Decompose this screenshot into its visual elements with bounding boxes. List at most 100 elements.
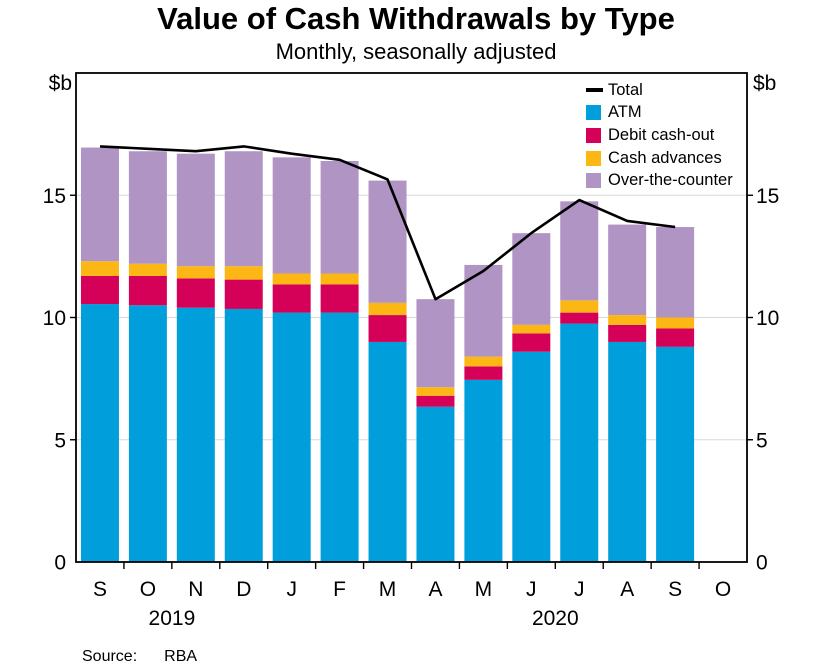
bar-O-1 <box>128 151 167 562</box>
total-line <box>99 145 676 301</box>
bar-N-2 <box>176 153 215 562</box>
legend-item-total: Total <box>586 79 733 102</box>
legend-item-over-the-counter: Over-the-counter <box>586 169 733 192</box>
bar-segment-over-the-counter <box>512 233 551 325</box>
bar-segment-debit-cash-out <box>176 278 215 308</box>
bar-segment-debit-cash-out <box>128 275 167 306</box>
y-label-right-0: 0 <box>756 552 768 575</box>
bar-segment-over-the-counter <box>464 264 503 357</box>
bar-segment-over-the-counter <box>368 180 407 303</box>
bar-segment-atm <box>560 323 599 562</box>
cash-advances-swatch <box>586 150 601 166</box>
total-line-swatch <box>586 88 603 93</box>
x-label-2: N <box>188 578 203 601</box>
x-label-9: J <box>526 578 537 601</box>
bar-segment-atm <box>608 341 647 562</box>
y-axis-unit-right: $b <box>753 72 777 95</box>
bar-F-5 <box>320 161 359 562</box>
bar-J-4 <box>272 157 311 562</box>
bar-segment-atm <box>272 312 311 562</box>
year-label-2020: 2020 <box>532 607 579 630</box>
bar-segment-debit-cash-out <box>608 324 647 342</box>
bar-segment-debit-cash-out <box>368 315 407 342</box>
gridlines <box>76 194 747 441</box>
debit-cash-out-swatch <box>586 127 601 143</box>
bar-segment-cash-advances <box>272 273 311 285</box>
atm-swatch <box>586 105 601 121</box>
bar-segment-cash-advances <box>416 387 455 396</box>
y-label-right-15: 15 <box>756 185 779 208</box>
bar-segment-cash-advances <box>128 263 167 276</box>
y-label-left-5: 5 <box>54 429 66 452</box>
bar-segment-cash-advances <box>224 266 263 280</box>
legend-label: Debit cash-out <box>608 125 715 144</box>
bar-segment-atm <box>80 304 119 562</box>
bar-segment-cash-advances <box>176 266 215 279</box>
bar-segment-over-the-counter <box>272 157 311 274</box>
y-label-right-10: 10 <box>756 307 779 330</box>
bar-M-8 <box>464 264 503 562</box>
legend-item-atm: ATM <box>586 102 733 125</box>
bar-segment-cash-advances <box>368 302 407 316</box>
bar-segment-over-the-counter <box>320 161 359 274</box>
legend: Total ATM Debit cash-out Cash advances O… <box>586 79 733 192</box>
x-label-1: O <box>140 578 156 601</box>
x-label-12: S <box>668 578 682 601</box>
bar-segment-debit-cash-out <box>80 275 119 305</box>
bar-segment-over-the-counter <box>656 227 695 318</box>
bar-S-0 <box>80 147 119 562</box>
bar-segment-cash-advances <box>608 315 647 325</box>
bar-segment-over-the-counter <box>80 147 119 262</box>
bar-segment-over-the-counter <box>560 201 599 301</box>
legend-item-debit-cash-out: Debit cash-out <box>586 124 733 147</box>
bar-segment-cash-advances <box>320 273 359 285</box>
bar-segment-over-the-counter <box>224 151 263 267</box>
x-label-7: A <box>428 578 442 601</box>
x-label-11: A <box>620 578 634 601</box>
bar-segment-atm <box>320 312 359 562</box>
x-label-4: J <box>286 578 297 601</box>
axis-ticks <box>70 194 753 569</box>
x-label-3: D <box>236 578 251 601</box>
bar-segment-atm <box>416 406 455 562</box>
x-axis-labels: S O N D J F M A M J J A S O 2019 2020 <box>93 578 731 630</box>
x-label-10: J <box>574 578 585 601</box>
bar-A-7 <box>416 299 455 562</box>
x-label-8: M <box>475 578 493 601</box>
y-label-right-5: 5 <box>756 429 768 452</box>
bar-segment-over-the-counter <box>176 153 215 267</box>
bar-segment-atm <box>464 379 503 562</box>
bar-segment-atm <box>512 351 551 562</box>
y-label-left-0: 0 <box>54 552 66 575</box>
source-value: RBA <box>164 648 198 665</box>
bar-segment-debit-cash-out <box>272 284 311 313</box>
bar-segment-debit-cash-out <box>656 328 695 347</box>
y-label-left-15: 15 <box>43 185 66 208</box>
source-label: Source: <box>82 648 138 665</box>
over-the-counter-swatch <box>586 173 601 189</box>
year-label-2019: 2019 <box>149 607 196 630</box>
stacked-bars <box>80 147 695 562</box>
bar-segment-atm <box>176 307 215 562</box>
legend-label: Total <box>608 80 643 99</box>
bar-A-11 <box>608 224 647 562</box>
bar-segment-atm <box>224 308 263 562</box>
bar-segment-atm <box>368 341 407 562</box>
y-axis-unit-left: $b <box>48 72 72 95</box>
bar-segment-over-the-counter <box>128 151 167 264</box>
y-label-left-10: 10 <box>43 307 66 330</box>
x-label-5: F <box>333 578 346 601</box>
bar-segment-cash-advances <box>656 317 695 329</box>
bar-segment-cash-advances <box>512 324 551 334</box>
legend-label: ATM <box>608 103 642 122</box>
bar-segment-atm <box>656 346 695 562</box>
bar-segment-cash-advances <box>560 300 599 313</box>
legend-label: Over-the-counter <box>608 171 733 190</box>
y-axis-labels: 0 0 5 5 10 10 15 15 <box>43 185 780 575</box>
bar-segment-debit-cash-out <box>224 279 263 309</box>
bar-M-6 <box>368 180 407 562</box>
bar-segment-atm <box>128 305 167 562</box>
legend-label: Cash advances <box>608 148 722 167</box>
legend-item-cash-advances: Cash advances <box>586 147 733 170</box>
